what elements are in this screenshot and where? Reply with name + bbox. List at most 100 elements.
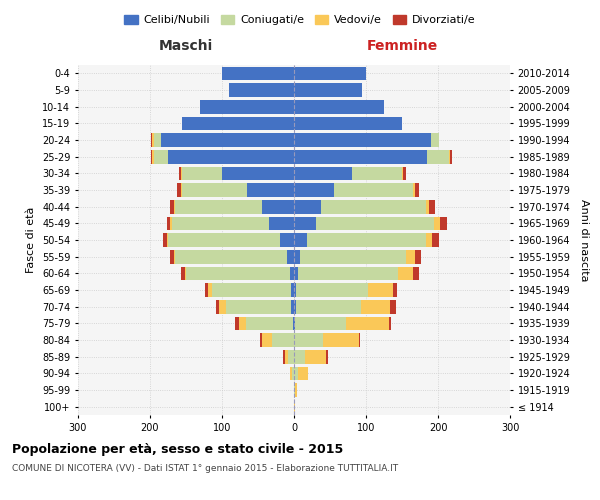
Bar: [186, 266, 290, 280]
Bar: [152, 133, 154, 147]
Bar: [167, 233, 168, 247]
Bar: [151, 150, 152, 164]
Y-axis label: Fasce di età: Fasce di età: [26, 207, 37, 273]
Bar: [235, 316, 239, 330]
Bar: [296, 283, 368, 297]
Bar: [168, 150, 294, 164]
Bar: [167, 216, 170, 230]
Bar: [295, 383, 297, 397]
Bar: [415, 250, 421, 264]
Bar: [178, 183, 181, 197]
Bar: [163, 233, 167, 247]
Text: Popolazione per età, sesso e stato civile - 2015: Popolazione per età, sesso e stato civil…: [12, 442, 343, 456]
Bar: [161, 133, 294, 147]
Bar: [294, 400, 295, 413]
Bar: [394, 283, 397, 297]
Bar: [229, 83, 294, 97]
Bar: [222, 66, 294, 80]
Bar: [181, 166, 182, 180]
Bar: [294, 150, 427, 164]
Bar: [413, 266, 419, 280]
Bar: [440, 216, 448, 230]
Bar: [291, 283, 294, 297]
Bar: [205, 283, 208, 297]
Bar: [406, 250, 415, 264]
Bar: [368, 283, 394, 297]
Bar: [402, 166, 403, 180]
Text: COMUNE DI NICOTERA (VV) - Dati ISTAT 1° gennaio 2015 - Elaborazione TUTTITALIA.I: COMUNE DI NICOTERA (VV) - Dati ISTAT 1° …: [12, 464, 398, 473]
Bar: [298, 366, 308, 380]
Bar: [272, 333, 294, 347]
Bar: [287, 250, 294, 264]
Bar: [307, 233, 426, 247]
Bar: [390, 300, 395, 314]
Bar: [182, 116, 294, 130]
Bar: [269, 216, 294, 230]
Bar: [294, 250, 300, 264]
Bar: [290, 266, 294, 280]
Bar: [294, 233, 307, 247]
Bar: [389, 316, 391, 330]
Bar: [154, 133, 161, 147]
Bar: [170, 200, 174, 213]
Bar: [326, 350, 328, 364]
Bar: [398, 266, 413, 280]
Bar: [294, 133, 431, 147]
Bar: [291, 300, 294, 314]
Bar: [359, 333, 360, 347]
Bar: [174, 250, 175, 264]
Bar: [322, 200, 426, 213]
Bar: [294, 383, 295, 397]
Bar: [262, 333, 272, 347]
Bar: [352, 166, 402, 180]
Bar: [294, 66, 366, 80]
Bar: [361, 300, 390, 314]
Bar: [295, 316, 346, 330]
Bar: [175, 200, 262, 213]
Bar: [323, 333, 359, 347]
Bar: [168, 233, 280, 247]
Bar: [294, 350, 305, 364]
Bar: [434, 216, 440, 230]
Bar: [426, 200, 430, 213]
Bar: [294, 183, 334, 197]
Bar: [305, 350, 326, 364]
Bar: [431, 133, 439, 147]
Bar: [427, 150, 449, 164]
Bar: [283, 350, 284, 364]
Bar: [175, 250, 287, 264]
Bar: [182, 183, 247, 197]
Bar: [450, 150, 452, 164]
Bar: [181, 266, 185, 280]
Bar: [316, 216, 434, 230]
Bar: [179, 166, 181, 180]
Bar: [294, 266, 298, 280]
Bar: [260, 333, 262, 347]
Bar: [151, 133, 152, 147]
Bar: [294, 316, 295, 330]
Bar: [247, 183, 294, 197]
Bar: [174, 200, 175, 213]
Bar: [403, 166, 406, 180]
Bar: [284, 350, 288, 364]
Bar: [294, 116, 402, 130]
Bar: [290, 366, 292, 380]
Bar: [170, 250, 174, 264]
Y-axis label: Anni di nascita: Anni di nascita: [579, 198, 589, 281]
Bar: [222, 166, 294, 180]
Bar: [346, 316, 389, 330]
Bar: [212, 283, 291, 297]
Bar: [413, 183, 415, 197]
Bar: [415, 183, 419, 197]
Bar: [288, 350, 294, 364]
Bar: [294, 200, 322, 213]
Bar: [431, 233, 439, 247]
Bar: [215, 300, 219, 314]
Bar: [200, 100, 294, 114]
Bar: [262, 200, 294, 213]
Bar: [226, 300, 291, 314]
Bar: [246, 316, 293, 330]
Bar: [430, 200, 435, 213]
Bar: [426, 233, 431, 247]
Bar: [154, 150, 168, 164]
